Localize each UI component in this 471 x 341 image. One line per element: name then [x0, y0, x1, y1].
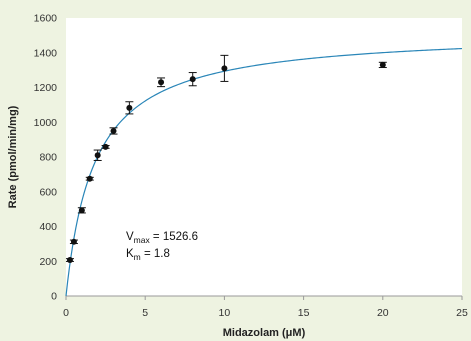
- x-tick-label: 25: [456, 307, 468, 319]
- data-point: [93, 149, 102, 161]
- data-point: [378, 61, 387, 69]
- y-tick-label: 200: [39, 256, 57, 268]
- data-marker: [189, 76, 196, 83]
- data-point: [69, 238, 78, 245]
- y-tick-label: 1600: [34, 13, 58, 25]
- data-marker: [66, 257, 73, 264]
- y-tick-label: 1400: [34, 47, 58, 59]
- data-marker: [102, 143, 109, 150]
- y-tick-label: 0: [51, 291, 57, 303]
- data-marker: [221, 65, 228, 72]
- y-axis-ticks: 0 200 400 600 800 1000 1200 1400 1600: [34, 13, 58, 303]
- data-marker: [94, 152, 101, 159]
- data-marker: [158, 79, 165, 86]
- x-tick-label: 20: [377, 307, 389, 319]
- vmax-annotation: Vmax = 1526.6: [126, 231, 198, 245]
- y-tick-label: 1000: [34, 117, 58, 129]
- x-tick-label: 10: [219, 307, 231, 319]
- data-marker: [126, 104, 133, 111]
- data-point: [188, 72, 197, 87]
- data-points: [65, 54, 387, 264]
- km-value: = 1.8: [141, 248, 170, 260]
- y-tick-label: 1200: [34, 82, 58, 94]
- data-point: [65, 257, 74, 264]
- km-annotation: Km = 1.8: [126, 248, 170, 262]
- vmax-symbol: V: [126, 231, 134, 243]
- x-tick-label: 15: [298, 307, 310, 319]
- data-point: [157, 77, 166, 88]
- y-tick-label: 400: [39, 221, 57, 233]
- fit-curve: [65, 47, 463, 297]
- x-axis-ticks: 0 5 10 15 20 25: [63, 296, 468, 319]
- data-point: [125, 101, 134, 115]
- data-point: [77, 207, 86, 214]
- data-marker: [86, 175, 93, 182]
- data-marker: [78, 207, 85, 214]
- km-subscript: m: [134, 252, 141, 262]
- x-axis-title: Midazolam (μM): [223, 327, 306, 339]
- data-point: [101, 143, 110, 150]
- y-tick-label: 600: [39, 186, 57, 198]
- x-tick-label: 0: [63, 307, 69, 319]
- y-tick-label: 800: [39, 152, 57, 164]
- x-tick-label: 5: [142, 307, 148, 319]
- data-marker: [379, 61, 386, 68]
- vmax-subscript: max: [134, 235, 151, 245]
- data-marker: [110, 127, 117, 134]
- vmax-value: = 1526.6: [150, 231, 198, 243]
- data-point: [109, 127, 118, 135]
- y-axis-title: Rate (pmol/min/mg): [7, 105, 19, 208]
- km-symbol: K: [126, 248, 134, 260]
- data-point: [85, 175, 94, 182]
- data-marker: [70, 238, 77, 245]
- data-point: [220, 54, 229, 82]
